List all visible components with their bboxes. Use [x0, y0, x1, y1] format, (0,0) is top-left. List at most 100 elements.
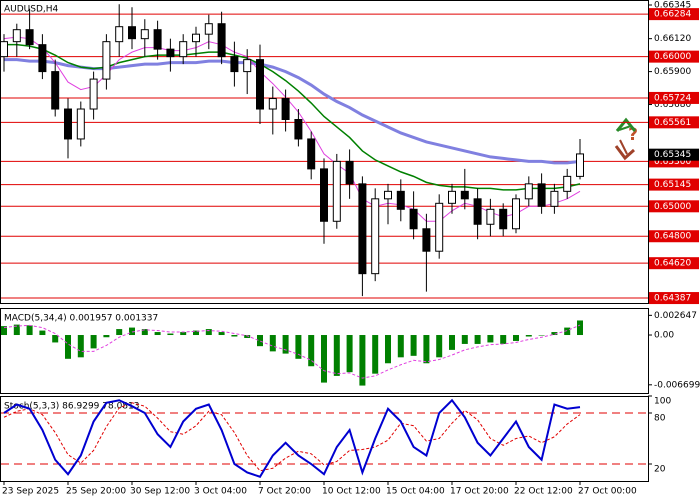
- macd-bar: [282, 335, 289, 354]
- candle-body: [268, 98, 277, 110]
- candle-body: [128, 26, 136, 40]
- candle-body: [25, 29, 34, 46]
- price-panel: [0, 0, 649, 304]
- macd-bar: [167, 333, 174, 336]
- stoch-title: Stoch(5,3,3) 86.9299 78.0813: [4, 402, 139, 412]
- level-box: [649, 230, 699, 243]
- macd-bar: [141, 329, 148, 336]
- level-label: 0.64800: [654, 232, 691, 242]
- candle-body: [179, 41, 188, 58]
- x-tick-label: 30 Sep 12:00: [130, 487, 190, 497]
- moving-average: [3, 36, 581, 222]
- macd-bar: [77, 335, 84, 358]
- candle-body: [217, 23, 226, 58]
- x-tick-label: 10 Oct 12:00: [322, 487, 381, 497]
- down-arrow-tail: [619, 139, 628, 155]
- candle-body: [422, 228, 431, 252]
- moving-average: [4, 43, 581, 191]
- macd-bar: [372, 335, 379, 374]
- level-label: 0.65724: [654, 93, 691, 103]
- up-arrow-tail: [618, 125, 632, 131]
- x-tick-label: 22 Oct 12:00: [514, 487, 573, 497]
- macd-bar: [513, 335, 519, 341]
- macd-bar: [449, 335, 455, 350]
- candle-body: [51, 71, 60, 110]
- level-label: 0.65145: [654, 180, 691, 190]
- candle-body: [230, 56, 239, 73]
- candle-body: [64, 108, 72, 140]
- level-label: 0.65300: [654, 157, 691, 167]
- x-tick-label: 7 Oct 20:00: [258, 487, 311, 497]
- level-box: [649, 200, 699, 213]
- macd-bar: [129, 327, 135, 336]
- macd-bar: [231, 335, 238, 337]
- candle-body: [384, 190, 392, 200]
- y-tick-label: -0.006699: [654, 380, 700, 390]
- y-tick-label: 0.66120: [654, 34, 691, 44]
- x-tick-label: 17 Oct 20:00: [450, 487, 509, 497]
- annotation: ?: [628, 125, 638, 145]
- candle-body: [332, 160, 341, 222]
- candle-body: [499, 208, 508, 230]
- candle-body: [563, 175, 572, 192]
- y-tick-label: 0.65680: [654, 100, 691, 110]
- candle-body: [576, 153, 584, 177]
- candle-body: [38, 44, 47, 73]
- last-price-box: [649, 148, 699, 161]
- macd-bar: [564, 327, 571, 336]
- candle-body: [473, 198, 482, 225]
- candle-body: [89, 78, 98, 110]
- candle-body: [512, 198, 520, 230]
- candle-body: [153, 29, 162, 50]
- candle-body: [448, 190, 456, 204]
- candle-body: [371, 198, 380, 275]
- candle-body: [166, 48, 175, 58]
- macd-bar: [359, 335, 366, 386]
- macd-bar: [103, 335, 110, 338]
- x-tick-label: 27 Oct 00:00: [578, 487, 637, 497]
- macd-bar: [52, 335, 59, 343]
- y-tick-label: 0.002647: [654, 311, 697, 321]
- macd-bar: [26, 325, 33, 336]
- macd-bar: [13, 324, 20, 336]
- macd-bar: [346, 335, 353, 373]
- x-tick-label: 23 Sep 2025: [2, 487, 59, 497]
- macd-bar: [397, 335, 404, 358]
- macd-bar: [487, 335, 494, 343]
- candle-body: [524, 183, 533, 200]
- macd-panel: [0, 308, 649, 394]
- y-tick-label: 0.00: [654, 331, 674, 341]
- candle-body: [537, 183, 546, 207]
- x-tick-label: 15 Oct 04:00: [386, 487, 445, 497]
- y-tick-label: 0.66345: [654, 0, 691, 10]
- candle-body: [358, 183, 367, 275]
- candle-body: [460, 190, 469, 200]
- macd-title: MACD(5,34,4) 0.001957 0.001337: [4, 314, 158, 324]
- down-arrow: [614, 145, 635, 161]
- candle-body: [204, 23, 213, 35]
- level-label: 0.66000: [654, 52, 691, 62]
- macd-bar: [385, 335, 391, 364]
- macd-bar: [410, 335, 417, 356]
- y-tick-label: 0.65900: [654, 67, 691, 77]
- candle-body: [102, 41, 111, 80]
- candle-body: [486, 208, 495, 225]
- last-price-label: 0.65345: [654, 150, 691, 160]
- level-box: [649, 257, 699, 270]
- level-box: [649, 50, 699, 63]
- macd-bar: [538, 335, 545, 336]
- macd-bar: [308, 335, 315, 367]
- candle-body: [320, 168, 328, 222]
- level-box: [649, 116, 699, 129]
- level-label: 0.64620: [654, 259, 691, 269]
- candle-body: [396, 190, 405, 210]
- y-tick-label: 20: [654, 465, 666, 475]
- candle-body: [115, 26, 124, 43]
- macd-bar: [193, 330, 199, 336]
- candle-body: [0, 41, 8, 58]
- macd-bar: [577, 320, 583, 336]
- macd-bar: [500, 335, 507, 344]
- macd-bar: [295, 335, 302, 359]
- macd-bar: [205, 329, 212, 336]
